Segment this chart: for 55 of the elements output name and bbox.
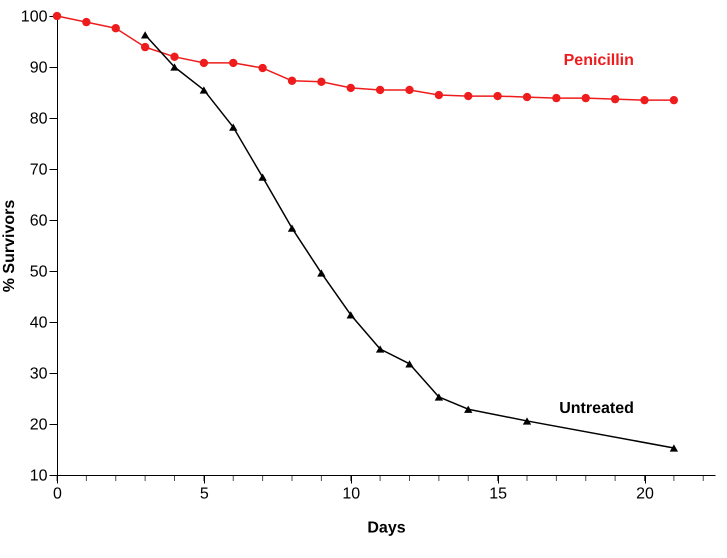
point xyxy=(552,94,561,102)
point xyxy=(405,360,414,368)
x-tick-label: 5 xyxy=(200,486,209,502)
series-label: Untreated xyxy=(559,400,634,417)
y-tick-label: 30 xyxy=(30,366,48,382)
point xyxy=(288,224,296,232)
point xyxy=(464,92,472,100)
x-tick-label: 0 xyxy=(53,486,62,502)
point xyxy=(640,96,649,104)
point xyxy=(229,124,238,131)
point xyxy=(170,52,179,61)
point xyxy=(288,76,296,85)
y-tick-label: 70 xyxy=(30,162,48,178)
point xyxy=(112,24,120,32)
x-tick-label: 10 xyxy=(342,486,360,502)
point xyxy=(582,94,590,102)
point xyxy=(317,78,326,86)
point xyxy=(258,174,267,181)
point xyxy=(493,92,502,100)
point xyxy=(346,84,355,92)
point xyxy=(670,444,678,452)
point xyxy=(140,31,150,38)
point xyxy=(258,64,267,72)
point xyxy=(522,92,532,102)
series-label: Penicillin xyxy=(564,52,634,70)
y-tick-label: 60 xyxy=(30,212,48,230)
point xyxy=(610,94,620,104)
x-tick-label: 15 xyxy=(489,486,508,502)
point xyxy=(376,345,384,353)
point xyxy=(82,18,91,26)
point xyxy=(140,42,150,52)
point xyxy=(376,86,384,94)
y-tick-label: 100 xyxy=(20,8,48,26)
point xyxy=(405,86,414,94)
y-tick-label: 80 xyxy=(30,110,48,128)
point xyxy=(170,63,179,71)
x-axis-title: Days xyxy=(367,520,406,536)
point xyxy=(317,269,326,277)
y-tick-label: 10 xyxy=(30,468,48,484)
y-tick-label: 20 xyxy=(30,416,48,434)
x-tick-label: 20 xyxy=(636,486,654,502)
y-tick-label: 50 xyxy=(30,264,48,280)
point xyxy=(200,58,208,68)
point xyxy=(434,90,444,100)
point xyxy=(346,311,355,318)
y-tick-label: 40 xyxy=(30,314,48,332)
point xyxy=(464,406,472,413)
point xyxy=(434,393,444,401)
point xyxy=(522,417,532,425)
y-tick-label: 90 xyxy=(30,60,48,76)
point xyxy=(52,12,62,20)
point xyxy=(229,58,238,68)
point xyxy=(670,96,678,104)
y-axis-title: % Survivors xyxy=(0,200,18,292)
point xyxy=(200,86,208,94)
